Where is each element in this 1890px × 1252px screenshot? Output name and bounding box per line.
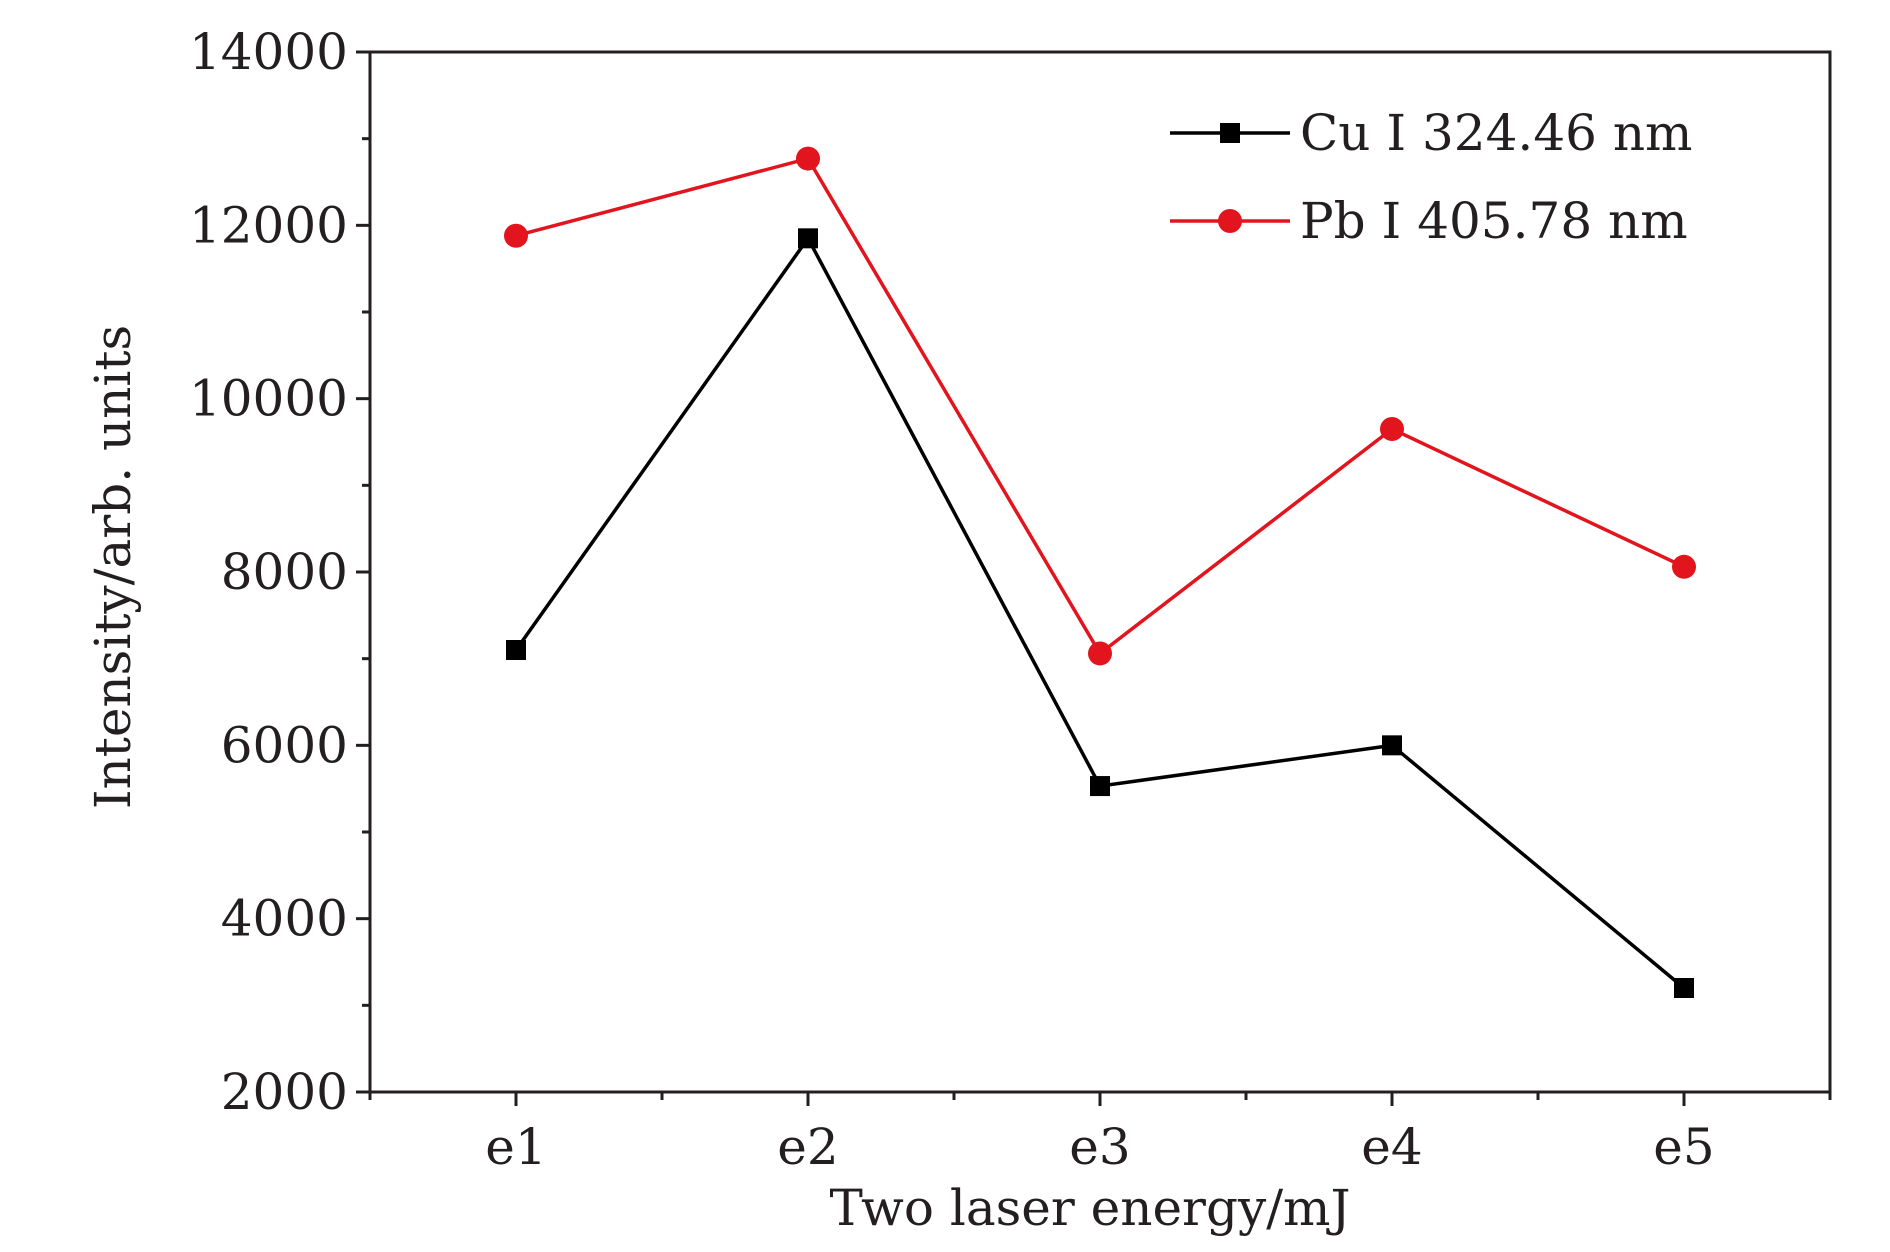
series-2 [504, 146, 1696, 666]
data-point [1090, 776, 1110, 797]
data-point [1382, 735, 1402, 756]
series-1 [506, 228, 1694, 998]
y-tick-label: 6000 [221, 716, 348, 774]
legend-marker [1218, 209, 1242, 233]
data-point [1380, 417, 1404, 441]
data-point [506, 640, 526, 660]
legend: Cu I 324.46 nm Pb I 405.78 nm [1170, 104, 1692, 250]
x-tick-label: e1 [485, 1118, 546, 1176]
legend-label: Cu I 324.46 nm [1300, 104, 1692, 162]
y-tick-label: 10000 [189, 370, 348, 428]
x-axis-title: Two laser energy/mJ [829, 1179, 1350, 1237]
legend-label: Pb I 405.78 nm [1300, 192, 1688, 250]
data-point [798, 228, 818, 249]
x-tick-label: e5 [1653, 1118, 1714, 1176]
y-tick-label: 8000 [221, 543, 348, 601]
data-point [1674, 978, 1694, 998]
data-point [796, 146, 820, 171]
legend-item: Pb I 405.78 nm [1170, 192, 1688, 250]
legend-marker [1220, 123, 1240, 143]
y-tick-label: 14000 [189, 23, 348, 81]
y-tick-label: 2000 [221, 1063, 348, 1121]
x-tick-label: e4 [1361, 1118, 1422, 1176]
axes: 2000 4000 6000 8000 10000 12000 14000 e1 e2 e3 e4 e… [189, 23, 1832, 1176]
y-tick-label: 12000 [189, 196, 348, 254]
data-point [1672, 554, 1696, 579]
data-point [1088, 641, 1112, 666]
data-point [504, 223, 528, 248]
x-tick-label: e2 [777, 1118, 838, 1176]
legend-item: Cu I 324.46 nm [1170, 104, 1692, 162]
x-tick-label: e3 [1069, 1118, 1130, 1176]
y-axis-title: Intensity/arb. units [84, 325, 142, 809]
series-line [514, 236, 1686, 990]
series-layer [504, 146, 1696, 998]
y-tick-label: 4000 [221, 890, 348, 948]
